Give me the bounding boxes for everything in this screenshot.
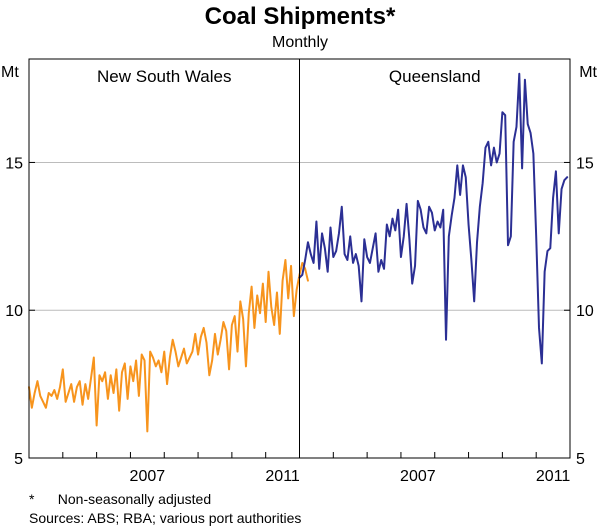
footnote: * Non-seasonally adjusted <box>29 491 211 507</box>
series-group <box>28 72 569 433</box>
y-unit-right: Mt <box>579 64 597 81</box>
y-tick-label-right-10: 10 <box>576 303 594 320</box>
x-tick-label-queensland-2007: 2007 <box>400 468 436 485</box>
series-line-queensland <box>298 72 569 365</box>
x-tick-label-queensland-2011: 2011 <box>536 468 571 485</box>
y-tick-label-right-15: 15 <box>576 155 594 172</box>
chart-title: Coal Shipments* <box>205 3 396 30</box>
y-unit-left: Mt <box>1 64 19 81</box>
sources-note: Sources: ABS; RBA; various port authorit… <box>29 510 301 526</box>
chart-subtitle: Monthly <box>272 34 328 51</box>
y-tick-label-left-15: 15 <box>5 155 23 172</box>
y-tick-labels: 5 5 10 10 15 15 <box>5 155 594 468</box>
x-tick-labels: 2007 2011 2007 2011 <box>62 452 571 485</box>
panel-label-queensland: Queensland <box>389 67 481 86</box>
x-tick-label-new-south-wales-2007: 2007 <box>130 468 166 485</box>
panel-label-new-south-wales: New South Wales <box>97 67 231 86</box>
y-tick-label-right-5: 5 <box>576 451 585 468</box>
series-line-new-south-wales <box>28 258 309 433</box>
y-tick-label-left-10: 10 <box>5 303 23 320</box>
y-tick-label-left-5: 5 <box>14 451 23 468</box>
x-tick-label-new-south-wales-2011: 2011 <box>265 468 300 485</box>
